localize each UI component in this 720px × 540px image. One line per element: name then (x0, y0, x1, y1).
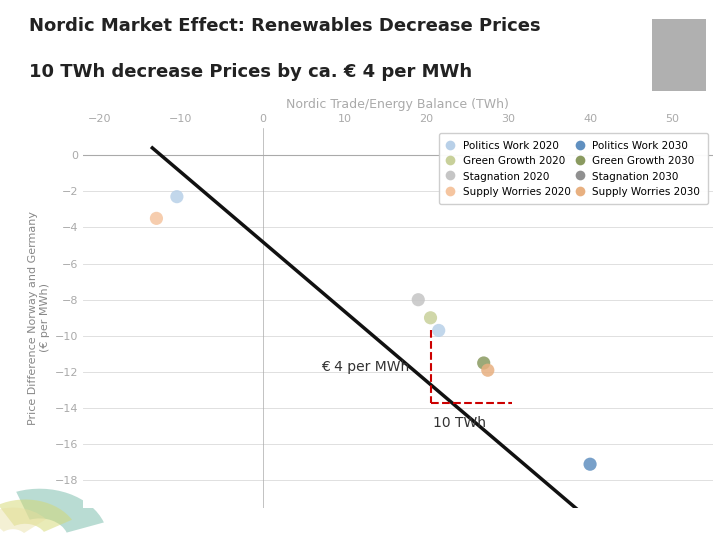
Point (171, 192, 183, 201)
Legend: Politics Work 2020, Green Growth 2020, Stagnation 2020, Supply Worries 2020, Pol: Politics Work 2020, Green Growth 2020, S… (438, 133, 708, 204)
Text: Nordic Market Effect: Renewables Decrease Prices: Nordic Market Effect: Renewables Decreas… (29, 17, 541, 36)
Point (433, 326, 444, 335)
Text: 10 TWh decrease Prices by ca. € 4 per MWh: 10 TWh decrease Prices by ca. € 4 per MW… (29, 63, 472, 80)
Point (482, 366, 494, 375)
Point (585, 460, 596, 469)
Bar (652, 18, 706, 91)
Point (150, 214, 162, 222)
Text: 10 TWh: 10 TWh (433, 416, 486, 430)
X-axis label: Nordic Trade/Energy Balance (TWh): Nordic Trade/Energy Balance (TWh) (287, 98, 509, 111)
Point (425, 313, 436, 322)
Y-axis label: Price Difference Norway and Germany
(€ per MWh): Price Difference Norway and Germany (€ p… (28, 211, 50, 425)
Point (478, 359, 490, 367)
Text: € 4 per MWh: € 4 per MWh (321, 360, 409, 374)
Point (413, 295, 424, 304)
